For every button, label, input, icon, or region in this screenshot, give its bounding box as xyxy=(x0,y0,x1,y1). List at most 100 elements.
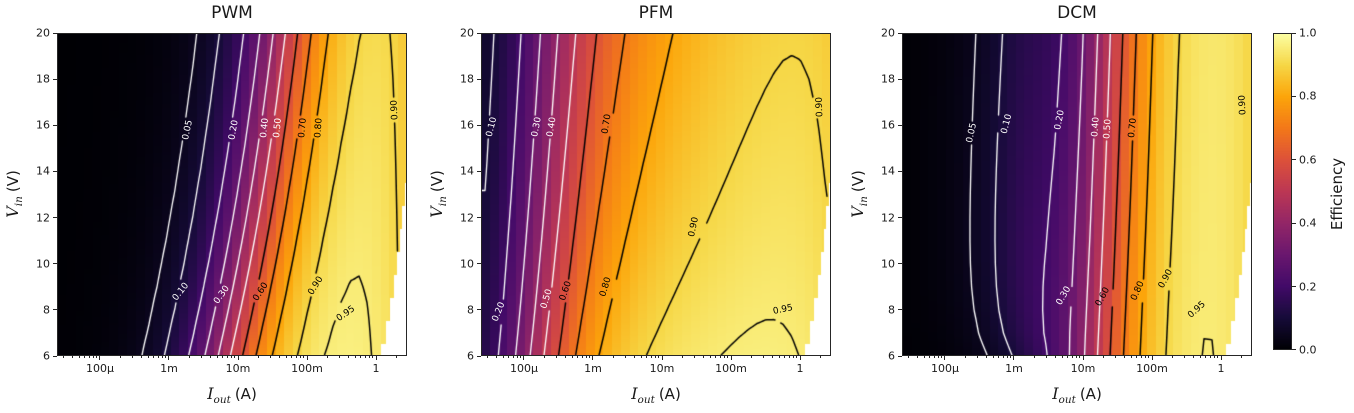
x-minor-tick xyxy=(1124,356,1126,359)
x-minor-tick xyxy=(234,356,236,359)
x-minor-tick xyxy=(132,356,134,359)
colorbar-tick-label: 0.2 xyxy=(1299,280,1317,294)
x-axis-symbol: I xyxy=(631,384,638,403)
x-minor-tick xyxy=(941,356,943,359)
x-tick-label: 1m xyxy=(1005,362,1023,375)
x-minor-tick xyxy=(92,356,94,359)
x-minor-tick xyxy=(1213,356,1215,359)
y-tick xyxy=(53,78,57,80)
y-tick-label: 20 xyxy=(460,26,474,40)
x-minor-tick xyxy=(295,356,297,359)
y-tick-label: 6 xyxy=(888,349,895,363)
colorbar-tick-label: 0.6 xyxy=(1299,153,1317,167)
x-minor-tick xyxy=(577,356,579,359)
x-tick-label: 10m xyxy=(1070,362,1096,375)
x-minor-tick xyxy=(222,356,224,359)
x-minor-tick xyxy=(230,356,232,359)
y-tick xyxy=(53,217,57,219)
x-minor-tick xyxy=(1034,356,1036,359)
x-minor-tick xyxy=(1103,356,1105,359)
y-tick-label: 6 xyxy=(467,349,474,363)
colorbar-gradient-canvas xyxy=(1273,33,1292,350)
y-tick-label: 18 xyxy=(460,72,474,86)
x-minor-tick xyxy=(372,356,374,359)
plot-title-pwm: PWM xyxy=(211,3,253,23)
x-tick xyxy=(237,356,239,360)
x-axis-label-pwm: Iout (A) xyxy=(57,384,407,406)
x-minor-tick xyxy=(1006,356,1008,359)
x-minor-tick xyxy=(216,356,218,359)
x-tick-label: 1 xyxy=(796,362,804,375)
x-minor-tick xyxy=(1205,356,1207,359)
x-tick-label: 100µ xyxy=(85,362,114,375)
x-minor-tick xyxy=(772,356,774,359)
x-minor-tick xyxy=(285,356,287,359)
x-minor-tick xyxy=(613,356,615,359)
x-minor-tick xyxy=(650,356,652,359)
x-tick-label: 100m xyxy=(291,362,323,375)
x-minor-tick xyxy=(1144,356,1146,359)
x-minor-tick xyxy=(354,356,356,359)
x-tick xyxy=(99,356,101,360)
x-tick xyxy=(944,356,946,360)
y-tick-label: 10 xyxy=(36,257,50,271)
colorbar-tick xyxy=(1292,222,1296,224)
x-minor-tick xyxy=(1136,356,1138,359)
x-minor-tick xyxy=(589,356,591,359)
x-minor-tick xyxy=(141,356,143,359)
x-minor-tick xyxy=(1046,356,1048,359)
x-minor-tick xyxy=(917,356,919,359)
x-minor-tick xyxy=(270,356,272,359)
y-tick-label: 14 xyxy=(36,164,50,178)
x-minor-tick xyxy=(1184,356,1186,359)
y-tick xyxy=(898,309,902,311)
x-tick xyxy=(1013,356,1015,360)
x-tick-label: 100µ xyxy=(509,362,538,375)
y-tick-label: 18 xyxy=(881,72,895,86)
x-tick xyxy=(375,356,377,360)
x-minor-tick xyxy=(1075,356,1077,359)
x-minor-tick xyxy=(682,356,684,359)
x-minor-tick xyxy=(544,356,546,359)
x-tick-label: 100m xyxy=(715,362,747,375)
x-tick xyxy=(592,356,594,360)
x-axis-unit: (A) xyxy=(234,385,257,403)
y-tick-label: 18 xyxy=(36,72,50,86)
x-minor-tick xyxy=(72,356,74,359)
y-tick xyxy=(53,355,57,357)
x-minor-tick xyxy=(348,356,350,359)
contour-label: 0.40 xyxy=(258,117,272,139)
x-minor-tick xyxy=(634,356,636,359)
x-minor-tick xyxy=(709,356,711,359)
y-axis-subscript: in xyxy=(13,196,25,207)
colorbar-tick-label: 0.0 xyxy=(1299,343,1317,357)
y-tick xyxy=(477,217,481,219)
x-minor-tick xyxy=(63,356,65,359)
x-axis-unit: (A) xyxy=(658,385,681,403)
x-minor-tick xyxy=(723,356,725,359)
x-minor-tick xyxy=(719,356,721,359)
x-axis-label-pfm: Iout (A) xyxy=(481,384,831,406)
y-tick-label: 20 xyxy=(881,26,895,40)
y-tick-label: 10 xyxy=(460,257,474,271)
pfm-heatmap-canvas xyxy=(481,33,831,356)
x-minor-tick xyxy=(210,356,212,359)
x-minor-tick xyxy=(1193,356,1195,359)
x-tick xyxy=(730,356,732,360)
plot-title-dcm: DCM xyxy=(1057,3,1097,23)
contour-label: 0.80 xyxy=(313,117,325,139)
x-minor-tick xyxy=(703,356,705,359)
contour-label: 0.90 xyxy=(389,99,401,121)
x-minor-tick xyxy=(364,356,366,359)
plot-title-pfm: PFM xyxy=(638,3,674,23)
x-tick xyxy=(1082,356,1084,360)
y-tick-label: 8 xyxy=(467,303,474,317)
x-minor-tick xyxy=(508,356,510,359)
y-tick xyxy=(477,32,481,34)
y-tick xyxy=(53,124,57,126)
x-minor-tick xyxy=(291,356,293,359)
x-minor-tick xyxy=(189,356,191,359)
y-tick-label: 12 xyxy=(460,211,474,225)
y-tick-label: 12 xyxy=(881,211,895,225)
